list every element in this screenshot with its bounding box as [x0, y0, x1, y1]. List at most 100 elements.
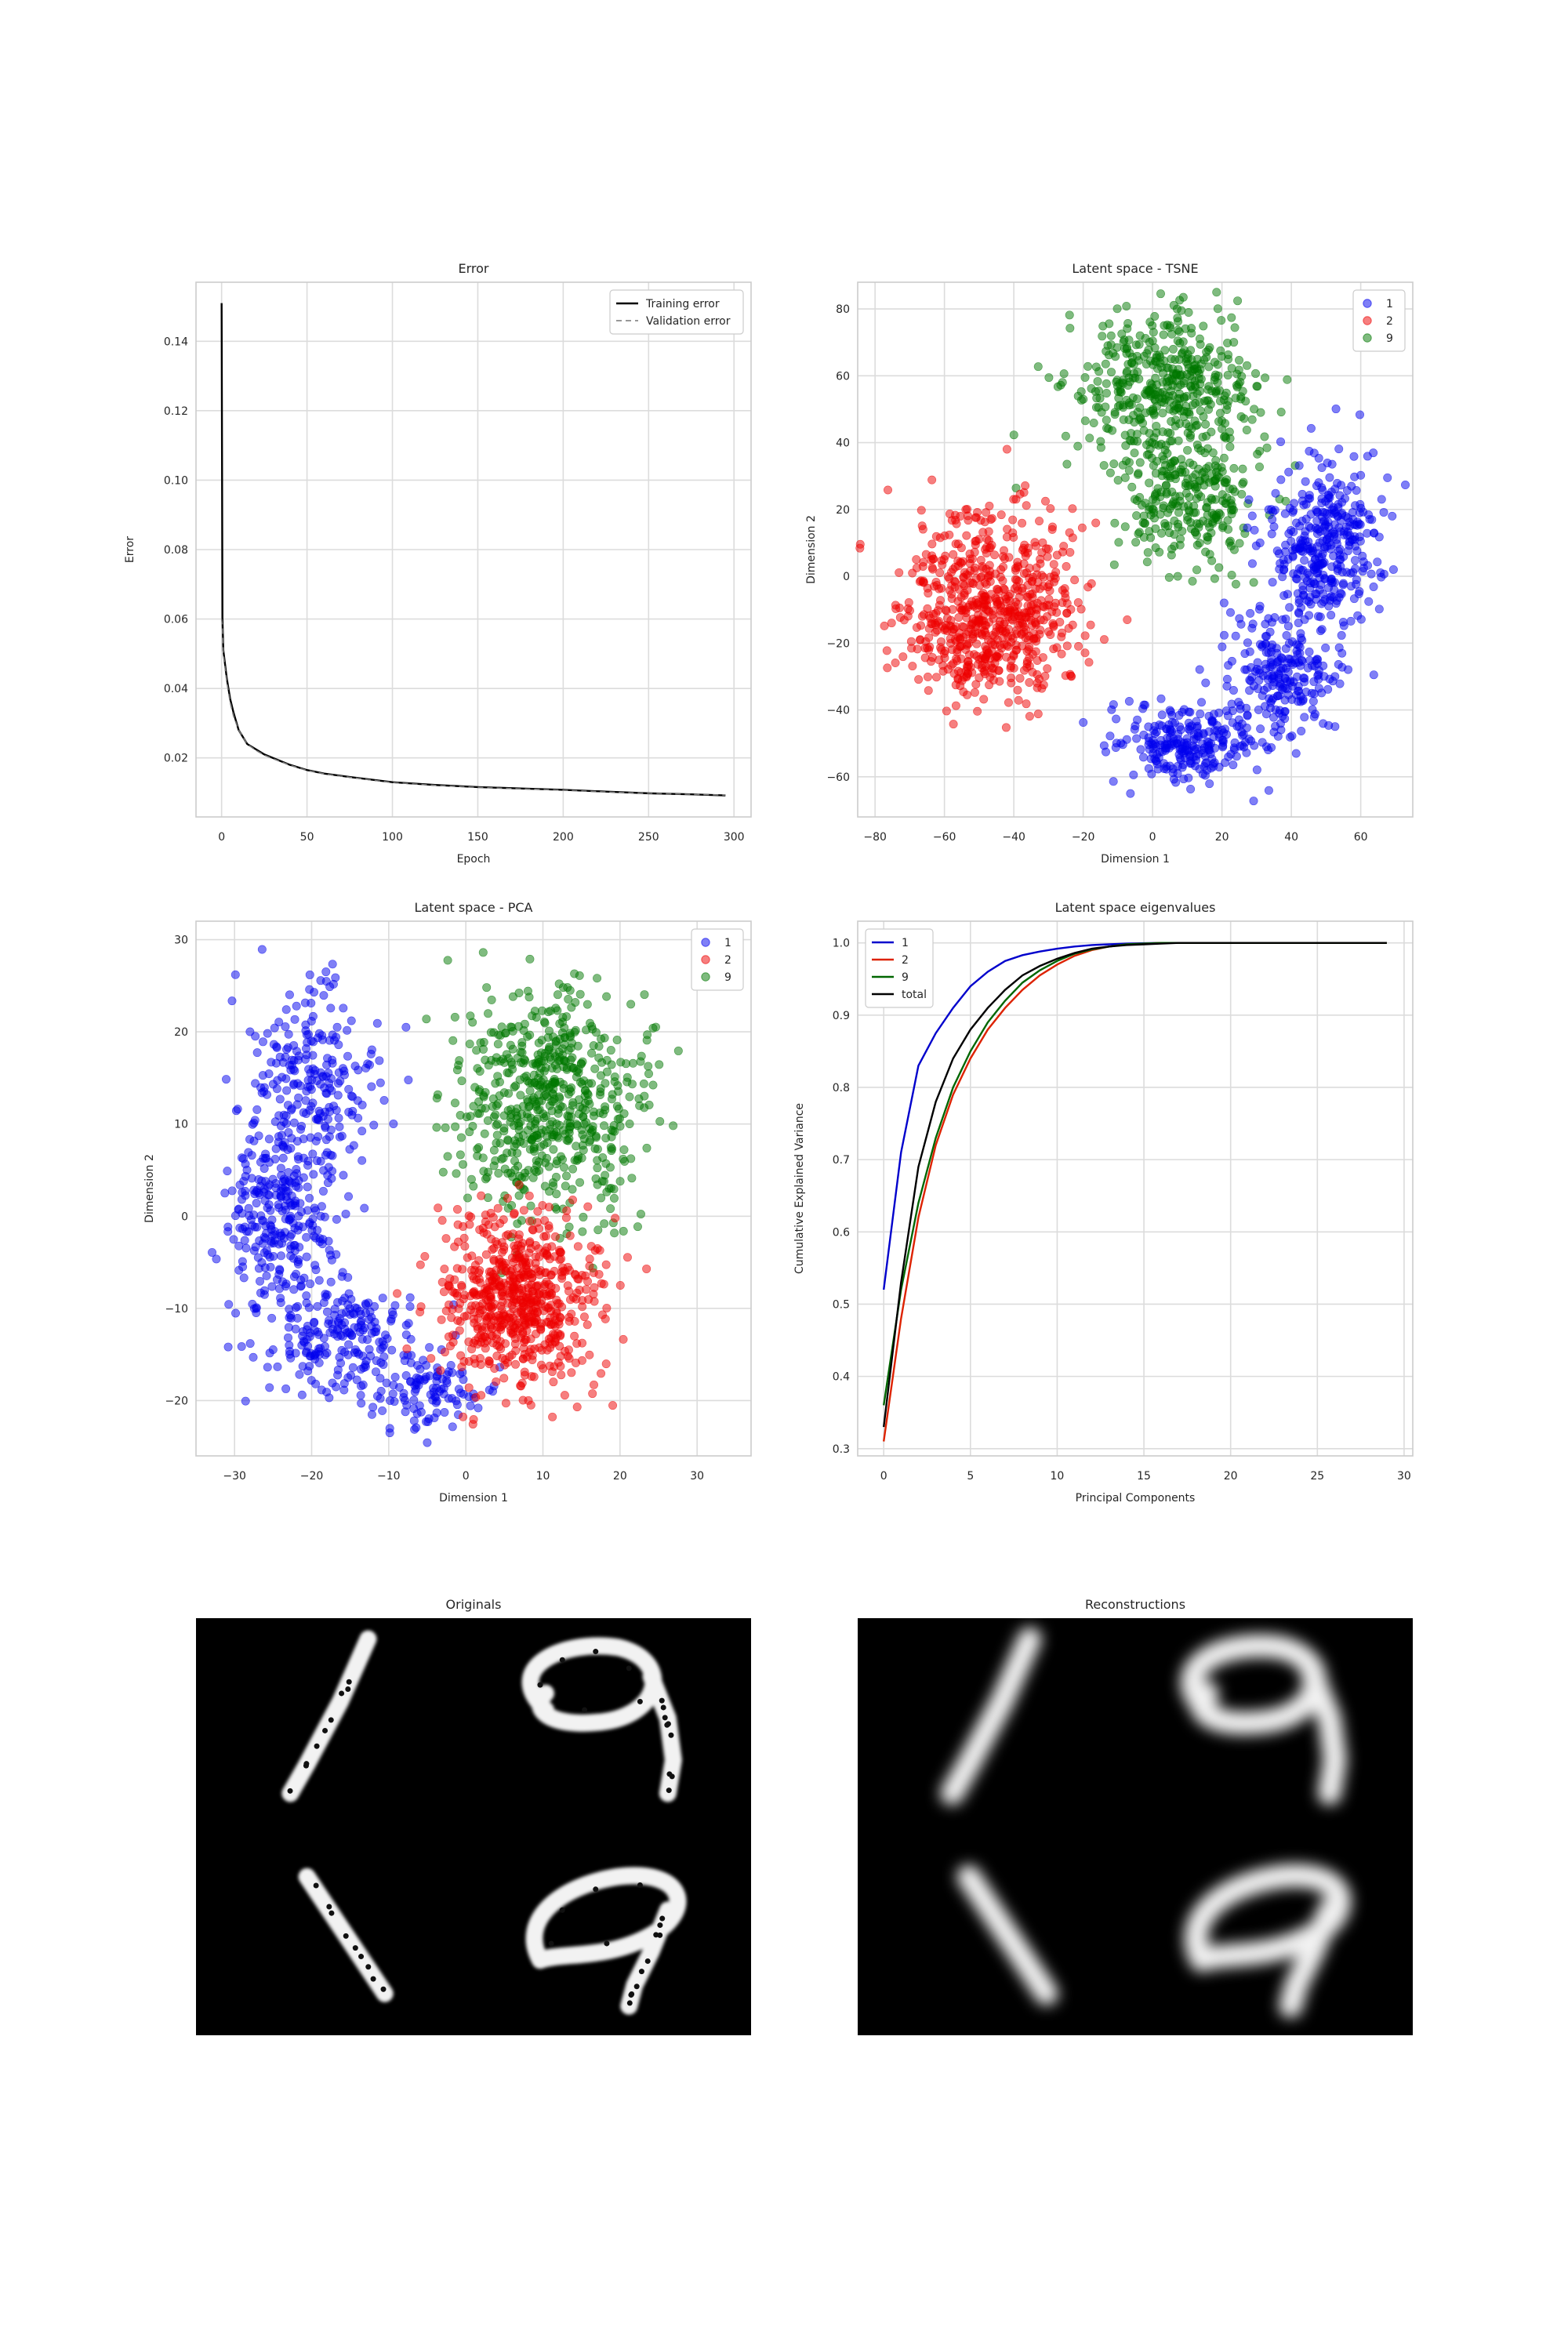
scatter-point-9 [628, 1058, 637, 1068]
scatter-point-1 [307, 998, 316, 1007]
x-tick-label: 0 [1149, 831, 1156, 844]
scatter-point-1 [263, 1363, 272, 1372]
x-tick-label: 10 [536, 1470, 550, 1483]
scatter-point-9 [1251, 368, 1261, 378]
scatter-point-2 [492, 1240, 502, 1249]
scatter-point-2 [556, 1362, 565, 1371]
scatter-point-1 [1305, 446, 1314, 456]
scatter-point-1 [1306, 579, 1316, 588]
scatter-point-1 [1289, 569, 1298, 579]
scatter-point-9 [1167, 354, 1176, 364]
error-chart: 0 50 100 150 200 250 3000.020.040.060.080.100.… [124, 261, 752, 866]
y-tick-label: 20 [174, 1026, 188, 1039]
legend-label: 9 [724, 971, 731, 984]
scatter-point-9 [1171, 470, 1180, 479]
scatter-point-2 [585, 1350, 594, 1359]
scatter-point-1 [274, 1203, 284, 1212]
scatter-point-2 [891, 659, 900, 668]
scatter-point-9 [1214, 417, 1224, 426]
scatter-point-2 [1032, 563, 1041, 572]
scatter-point-2 [525, 1217, 535, 1226]
scatter-point-9 [543, 1007, 553, 1017]
scatter-point-2 [518, 1396, 528, 1405]
scatter-point-2 [426, 1354, 436, 1363]
scatter-point-1 [399, 1392, 408, 1402]
scatter-point-9 [1178, 348, 1187, 358]
scatter-point-9 [443, 956, 452, 965]
scatter-point-9 [1191, 399, 1200, 408]
scatter-point-9 [1202, 353, 1211, 362]
scatter-point-9 [432, 1123, 441, 1132]
scatter-point-9 [648, 1023, 658, 1033]
scatter-point-9 [528, 1059, 538, 1069]
scatter-point-9 [570, 1028, 579, 1037]
scatter-point-1 [1309, 562, 1319, 572]
scatter-point-9 [553, 990, 562, 1000]
scatter-point-9 [1102, 389, 1111, 398]
speckle [662, 1715, 668, 1721]
scatter-point-9 [1183, 428, 1192, 437]
scatter-point-9 [545, 1124, 554, 1134]
scatter-point-9 [619, 1145, 629, 1155]
scatter-point-1 [1219, 630, 1229, 640]
scatter-point-1 [284, 1029, 293, 1039]
scatter-point-2 [961, 666, 971, 676]
scatter-point-9 [534, 1091, 543, 1100]
scatter-point-9 [561, 1181, 570, 1191]
scatter-point-2 [965, 554, 975, 564]
speckle [644, 1958, 651, 1964]
scatter-point-1 [275, 1094, 285, 1104]
speckle [582, 1707, 588, 1713]
scatter-point-1 [245, 1027, 255, 1036]
scatter-point-9 [1144, 386, 1153, 395]
scatter-point-2 [439, 1287, 448, 1297]
scatter-point-1 [1358, 567, 1367, 576]
scatter-point-1 [305, 970, 314, 979]
scatter-point-1 [1377, 495, 1386, 504]
scatter-point-2 [1077, 523, 1087, 532]
scatter-point-9 [595, 1090, 604, 1099]
scatter-point-2 [1020, 548, 1029, 557]
scatter-point-9 [1134, 528, 1144, 537]
scatter-point-1 [1355, 586, 1364, 596]
scatter-point-2 [924, 686, 933, 695]
scatter-point-2 [565, 1231, 575, 1240]
scatter-point-1 [1167, 717, 1177, 727]
scatter-point-1 [1244, 495, 1254, 504]
scatter-point-1 [256, 1083, 266, 1092]
scatter-point-1 [1251, 541, 1261, 550]
scatter-point-9 [591, 1174, 601, 1183]
scatter-point-1 [386, 1396, 395, 1405]
scatter-point-9 [1096, 443, 1105, 452]
scatter-point-2 [932, 673, 942, 682]
scatter-point-1 [305, 985, 314, 994]
scatter-point-1 [400, 1356, 409, 1366]
scatter-point-1 [241, 1396, 250, 1406]
scatter-point-1 [270, 1023, 279, 1033]
scatter-point-2 [935, 568, 945, 578]
scatter-point-1 [1240, 742, 1249, 752]
scatter-point-2 [882, 646, 891, 655]
scatter-point-9 [562, 1171, 572, 1181]
y-tick-label: 0.14 [164, 336, 188, 348]
scatter-point-1 [1305, 647, 1314, 656]
scatter-point-9 [636, 1210, 645, 1219]
scatter-point-1 [1258, 671, 1268, 681]
scatter-point-2 [1032, 637, 1041, 646]
scatter-point-1 [296, 1276, 306, 1285]
scatter-point-9 [587, 1079, 597, 1088]
scatter-point-9 [606, 1046, 615, 1055]
scatter-point-2 [579, 1312, 589, 1322]
scatter-point-1 [425, 1343, 434, 1352]
scatter-point-1 [376, 1078, 385, 1087]
scatter-point-2 [545, 1361, 554, 1370]
scatter-point-1 [290, 1246, 299, 1255]
scatter-point-2 [560, 1391, 569, 1400]
scatter-point-2 [506, 1267, 515, 1276]
x-tick-label: 20 [1224, 1470, 1238, 1483]
scatter-point-1 [1259, 685, 1269, 695]
scatter-point-1 [1300, 615, 1309, 624]
scatter-point-2 [940, 531, 949, 540]
scatter-point-1 [343, 1025, 352, 1035]
scatter-point-9 [1192, 565, 1202, 575]
